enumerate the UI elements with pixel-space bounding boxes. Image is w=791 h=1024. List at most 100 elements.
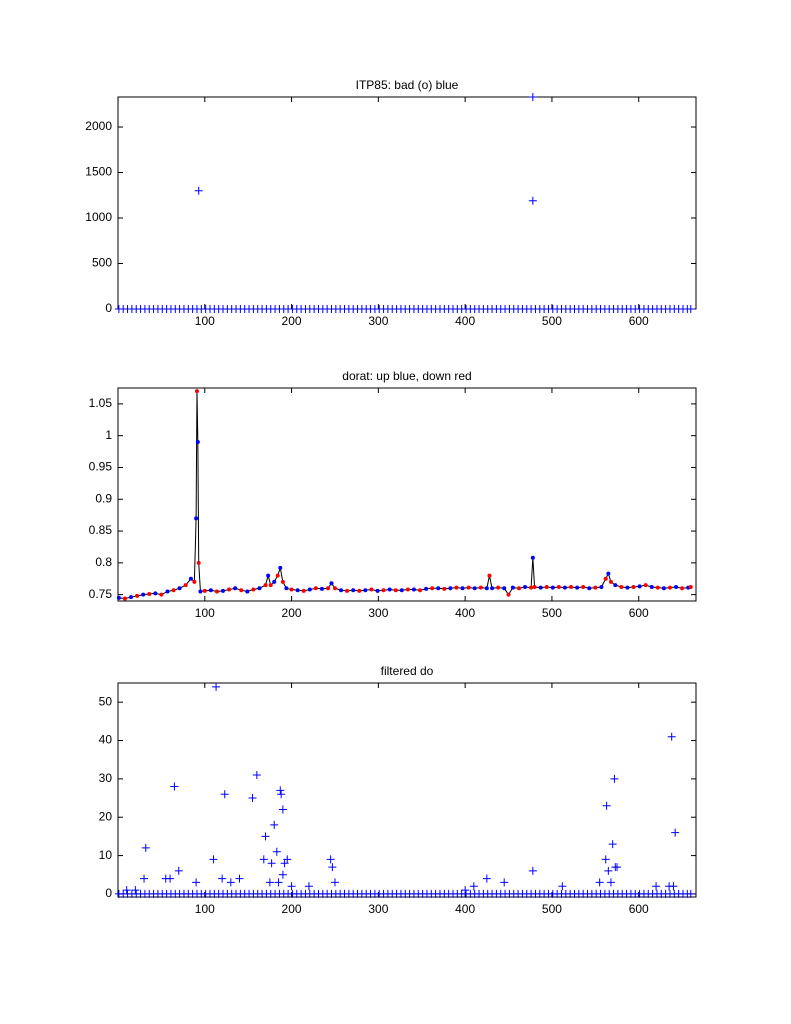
point-marker [454,585,459,590]
point-marker [680,586,685,591]
y-tick-label: 10 [99,848,113,862]
plus-marker [528,866,537,875]
point-marker [502,586,507,591]
point-marker [202,588,207,593]
axes-box [117,682,697,898]
plus-marker [602,801,611,810]
plus-marker [326,855,335,864]
point-marker [221,588,226,593]
point-marker [272,579,277,584]
point-marker [227,587,232,592]
plus-marker [235,874,244,883]
plus-marker [218,874,227,883]
y-tick-label: 0.95 [89,460,113,474]
point-marker [556,585,561,590]
point-marker [208,588,213,593]
x-tick-label: 500 [542,314,562,328]
y-tick-label: 0.8 [95,555,112,569]
point-marker [280,579,285,584]
point-marker [147,592,152,597]
point-marker [369,587,374,592]
plus-marker [604,866,613,875]
point-marker [233,586,238,591]
x-tick-label: 300 [368,606,388,620]
y-tick-label: 0 [105,886,112,900]
plus-marker [283,855,292,864]
point-marker [593,585,598,590]
plus-marker [194,186,203,195]
point-marker [529,585,534,590]
point-marker [442,586,447,591]
point-marker [631,585,636,590]
point-marker [387,587,392,592]
point-marker [266,573,271,578]
plus-marker [558,882,567,891]
point-marker [405,587,410,592]
point-marker [506,592,511,597]
point-marker [569,585,574,590]
plus-marker [482,874,491,883]
point-marker [135,593,140,598]
point-marker [649,585,654,590]
plus-marker [170,782,179,791]
point-marker [532,585,537,590]
point-marker [284,586,289,591]
point-marker [245,589,250,594]
plus-marker [671,828,680,837]
y-tick-label: 20 [99,809,113,823]
plus-marker [226,878,235,887]
point-marker [393,588,398,593]
plus-marker [166,874,175,883]
plus-marker [528,196,537,205]
plus-marker [192,878,201,887]
plus-marker [330,878,339,887]
y-tick-label: 0.85 [89,523,113,537]
plus-marker [461,886,470,895]
plus-marker [595,878,604,887]
point-marker [332,586,337,591]
y-tick-label: 50 [99,694,113,708]
plus-marker [652,882,661,891]
point-marker [278,565,283,570]
point-marker [637,584,642,589]
point-marker [487,573,492,578]
point-marker [195,440,200,445]
point-marker [381,588,386,593]
x-tick-label: 500 [542,902,562,916]
y-tick-label: 0 [105,301,112,315]
point-marker [587,586,592,591]
point-marker [268,583,273,588]
x-tick-label: 100 [195,606,215,620]
point-marker [613,583,618,588]
y-tick-label: 0.75 [89,587,113,601]
point-marker [424,586,429,591]
plus-marker [265,878,274,887]
point-marker [655,585,660,590]
chart-title: ITP85: bad (o) blue [356,78,459,92]
point-marker [544,585,549,590]
point-marker [581,585,586,590]
chart-title: dorat: up blue, down red [342,369,471,383]
y-tick-label: 500 [92,256,112,270]
plus-marker [304,882,313,891]
y-tick-label: 30 [99,771,113,785]
point-marker [339,588,344,593]
plus-marker [259,855,268,864]
y-tick-label: 40 [99,733,113,747]
plus-marker [209,855,218,864]
plus-marker [267,859,276,868]
plus-marker [140,874,149,883]
plus-marker [686,889,695,898]
point-marker [289,587,294,592]
point-marker [661,586,666,591]
point-marker [478,585,483,590]
y-tick-label: 2000 [85,119,112,133]
plus-marker [131,886,140,895]
point-marker [667,585,672,590]
plus-marker [528,93,537,101]
plus-marker [500,878,509,887]
x-tick-label: 300 [368,314,388,328]
point-marker [183,583,188,588]
plus-marker [122,886,131,895]
